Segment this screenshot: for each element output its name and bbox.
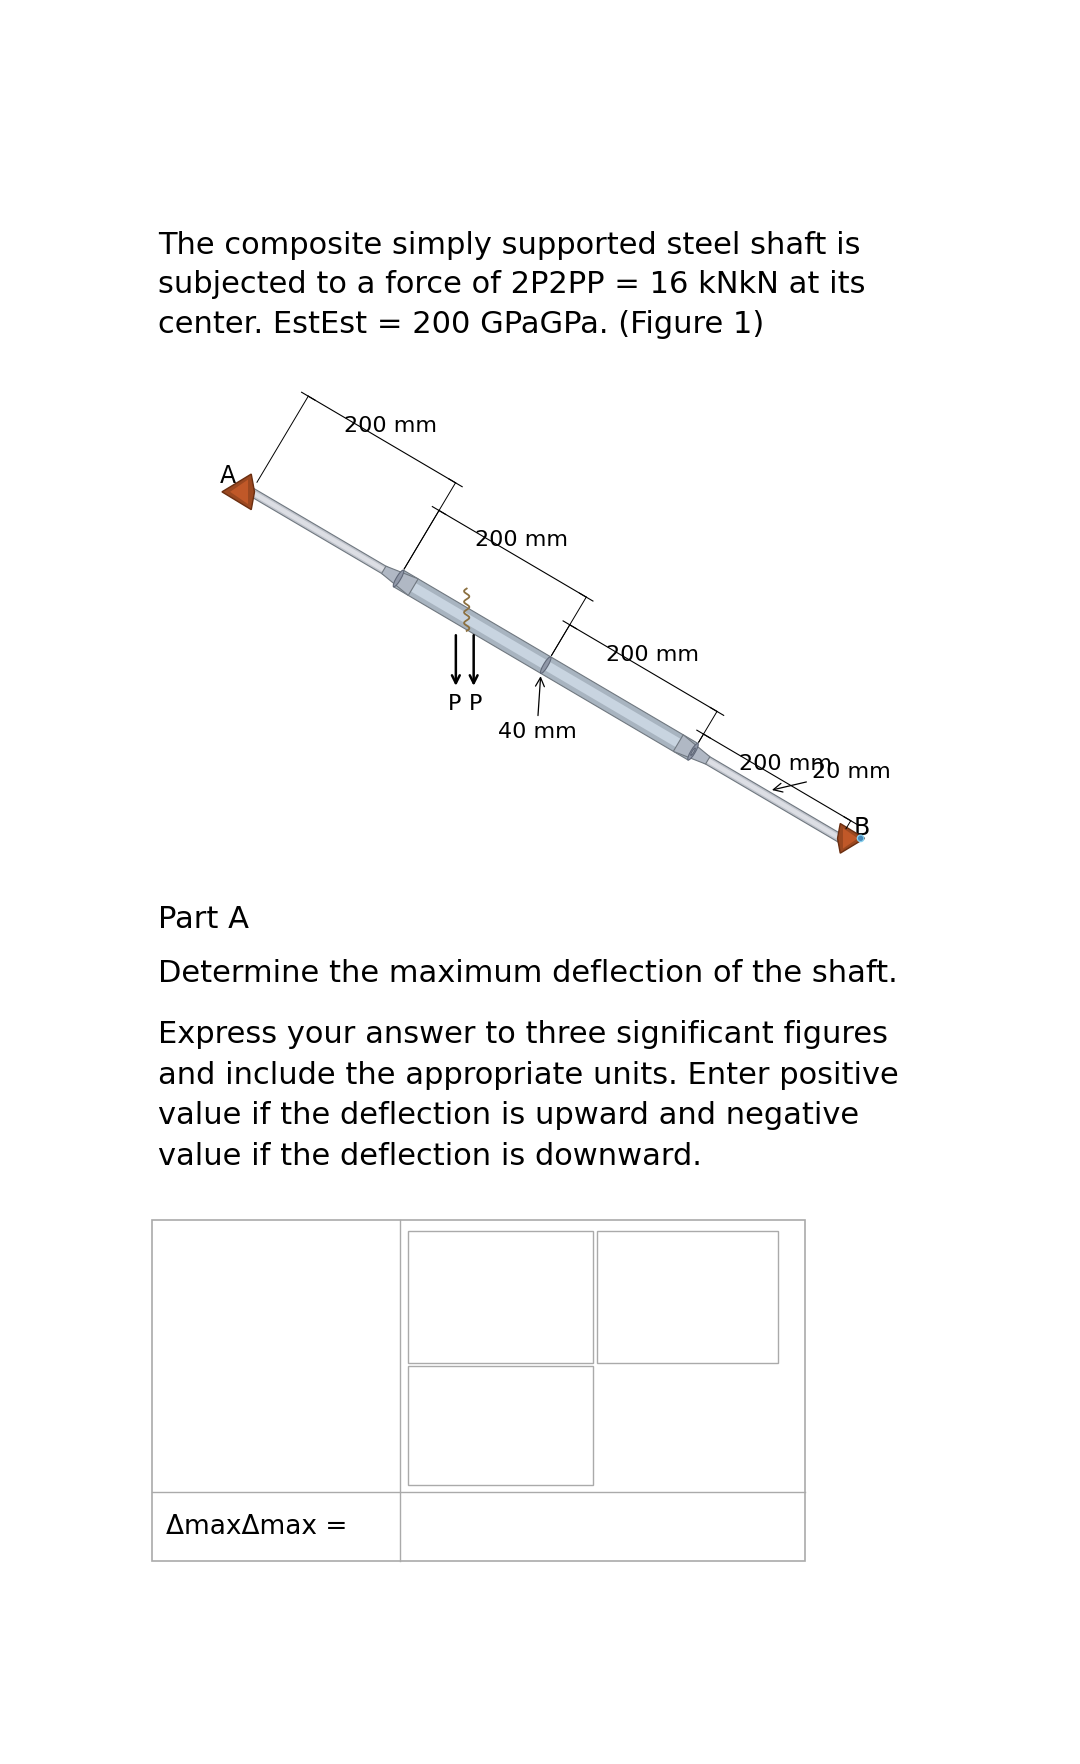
Text: 40 mm: 40 mm (498, 677, 577, 741)
Ellipse shape (691, 748, 696, 757)
Text: The composite simply supported steel shaft is
subjected to a force of 2P2PP = 16: The composite simply supported steel sha… (159, 231, 866, 339)
Ellipse shape (540, 658, 551, 674)
Bar (597, 1231, 779, 1364)
Polygon shape (673, 736, 710, 764)
Ellipse shape (248, 489, 254, 496)
Text: Determine the maximum deflection of the shaft.: Determine the maximum deflection of the … (159, 958, 897, 988)
Polygon shape (230, 480, 248, 505)
Text: A: A (220, 464, 237, 487)
Circle shape (859, 836, 863, 841)
Circle shape (858, 836, 864, 841)
Polygon shape (691, 748, 842, 843)
Text: Part A: Part A (159, 905, 249, 933)
Text: P: P (447, 693, 461, 714)
Polygon shape (393, 572, 698, 760)
Ellipse shape (838, 834, 842, 843)
Polygon shape (249, 489, 401, 582)
Text: P: P (469, 693, 482, 714)
Bar (152, 1221, 806, 1561)
Polygon shape (396, 575, 696, 757)
Text: B: B (854, 815, 870, 840)
Text: 200 mm: 200 mm (606, 644, 699, 665)
Polygon shape (251, 490, 400, 580)
Text: 200 mm: 200 mm (475, 529, 568, 550)
Polygon shape (843, 829, 858, 848)
Ellipse shape (393, 572, 404, 587)
Polygon shape (381, 566, 418, 596)
Text: Express your answer to three significant figures
and include the appropriate uni: Express your answer to three significant… (159, 1020, 899, 1170)
Text: 200 mm: 200 mm (345, 416, 437, 436)
Polygon shape (692, 750, 841, 841)
Bar (408, 1231, 593, 1364)
Text: 200 mm: 200 mm (740, 753, 833, 773)
Polygon shape (222, 475, 255, 510)
Ellipse shape (688, 744, 699, 760)
Text: ΔmaxΔmax =: ΔmaxΔmax = (166, 1514, 348, 1540)
Bar (408, 1367, 593, 1485)
Text: 20 mm: 20 mm (773, 762, 891, 792)
Ellipse shape (396, 575, 401, 582)
Polygon shape (837, 824, 865, 854)
